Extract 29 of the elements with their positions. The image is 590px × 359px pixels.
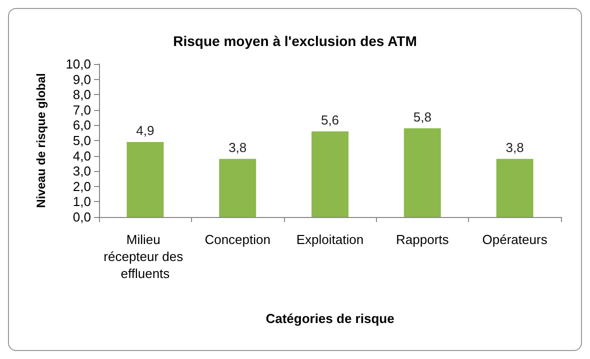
data-label: 5,6 [320, 112, 340, 128]
x-tick-label: Exploitation [296, 232, 364, 247]
bar [496, 158, 534, 217]
data-label: 4,9 [136, 123, 154, 138]
data-label: 5,8 [413, 109, 432, 124]
y-tick-label: 7,0 [72, 102, 91, 118]
y-tick-label: 10,0 [66, 56, 91, 72]
x-tick-label: Conception [204, 232, 270, 247]
y-tick-label: 5,0 [72, 133, 91, 148]
x-tick-label: Rapports [396, 232, 450, 247]
data-label: 3,8 [506, 140, 524, 155]
y-tick-label: 2,0 [72, 178, 91, 194]
data-label: 3,8 [228, 140, 247, 155]
x-tick-label: Opérateurs [482, 232, 548, 247]
bar [312, 131, 348, 217]
bar [219, 158, 256, 217]
y-tick-label: 4,0 [72, 148, 91, 164]
y-tick-label: 1,0 [72, 194, 91, 210]
y-tick-label: 0,0 [72, 210, 91, 224]
x-axis-title: Catégories de risque [266, 311, 394, 326]
y-tick-label: 6,0 [72, 118, 91, 133]
x-tick-label: Milieu récepteur des effluents [104, 232, 187, 281]
y-axis-title: Niveau de risque global [34, 73, 48, 208]
bar [126, 142, 164, 217]
y-tick-label: 3,0 [72, 164, 91, 179]
y-tick-label: 8,0 [72, 87, 91, 102]
bar [404, 128, 441, 217]
y-tick-label: 9,0 [72, 72, 91, 87]
chart-title: Risque moyen à l'exclusion des ATM [173, 33, 417, 49]
